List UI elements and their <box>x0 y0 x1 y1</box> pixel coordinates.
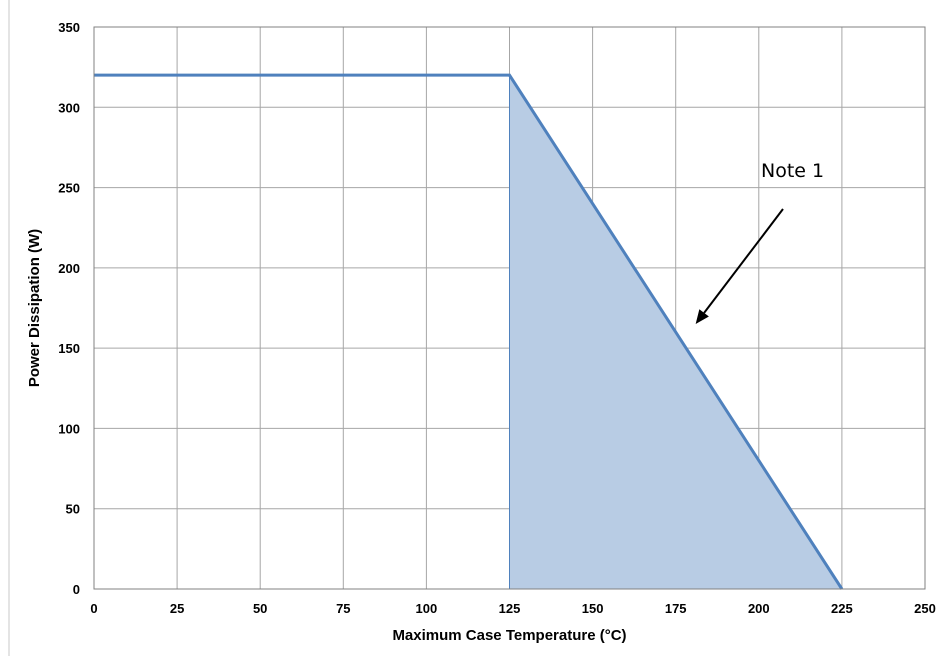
note-1-arrowhead <box>695 309 709 325</box>
y-tick-label-50: 50 <box>66 502 80 517</box>
y-tick-label-150: 150 <box>58 341 80 356</box>
plot-area-frame <box>93 26 926 590</box>
x-tick-label-150: 150 <box>582 601 604 616</box>
x-tick-label-25: 25 <box>170 601 184 616</box>
x-tick-label-100: 100 <box>416 601 438 616</box>
x-tick-label-200: 200 <box>748 601 770 616</box>
y-axis-title: Power Dissipation (W) <box>26 229 43 387</box>
x-tick-label-75: 75 <box>336 601 350 616</box>
x-tick-label-225: 225 <box>831 601 853 616</box>
y-tick-label-100: 100 <box>58 421 80 436</box>
note-1-annotation: Note 1 <box>761 160 824 182</box>
y-tick-label-250: 250 <box>58 181 80 196</box>
y-tick-label-0: 0 <box>73 582 80 597</box>
x-axis-tick-labels: 0 25 50 75 100 125 150 175 200 225 250 <box>90 601 935 616</box>
x-tick-label-50: 50 <box>253 601 267 616</box>
x-tick-label-0: 0 <box>90 601 97 616</box>
x-tick-label-125: 125 <box>499 601 521 616</box>
x-tick-label-175: 175 <box>665 601 687 616</box>
note-1-arrow <box>703 208 784 314</box>
x-tick-label-250: 250 <box>914 601 936 616</box>
x-axis-title: Maximum Case Temperature (°C) <box>392 627 626 644</box>
y-tick-label-200: 200 <box>58 261 80 276</box>
y-axis-tick-labels: 0 50 100 150 200 250 300 350 <box>58 20 80 597</box>
y-tick-label-350: 350 <box>58 20 80 35</box>
series-line <box>94 73 844 590</box>
y-tick-label-300: 300 <box>58 100 80 115</box>
